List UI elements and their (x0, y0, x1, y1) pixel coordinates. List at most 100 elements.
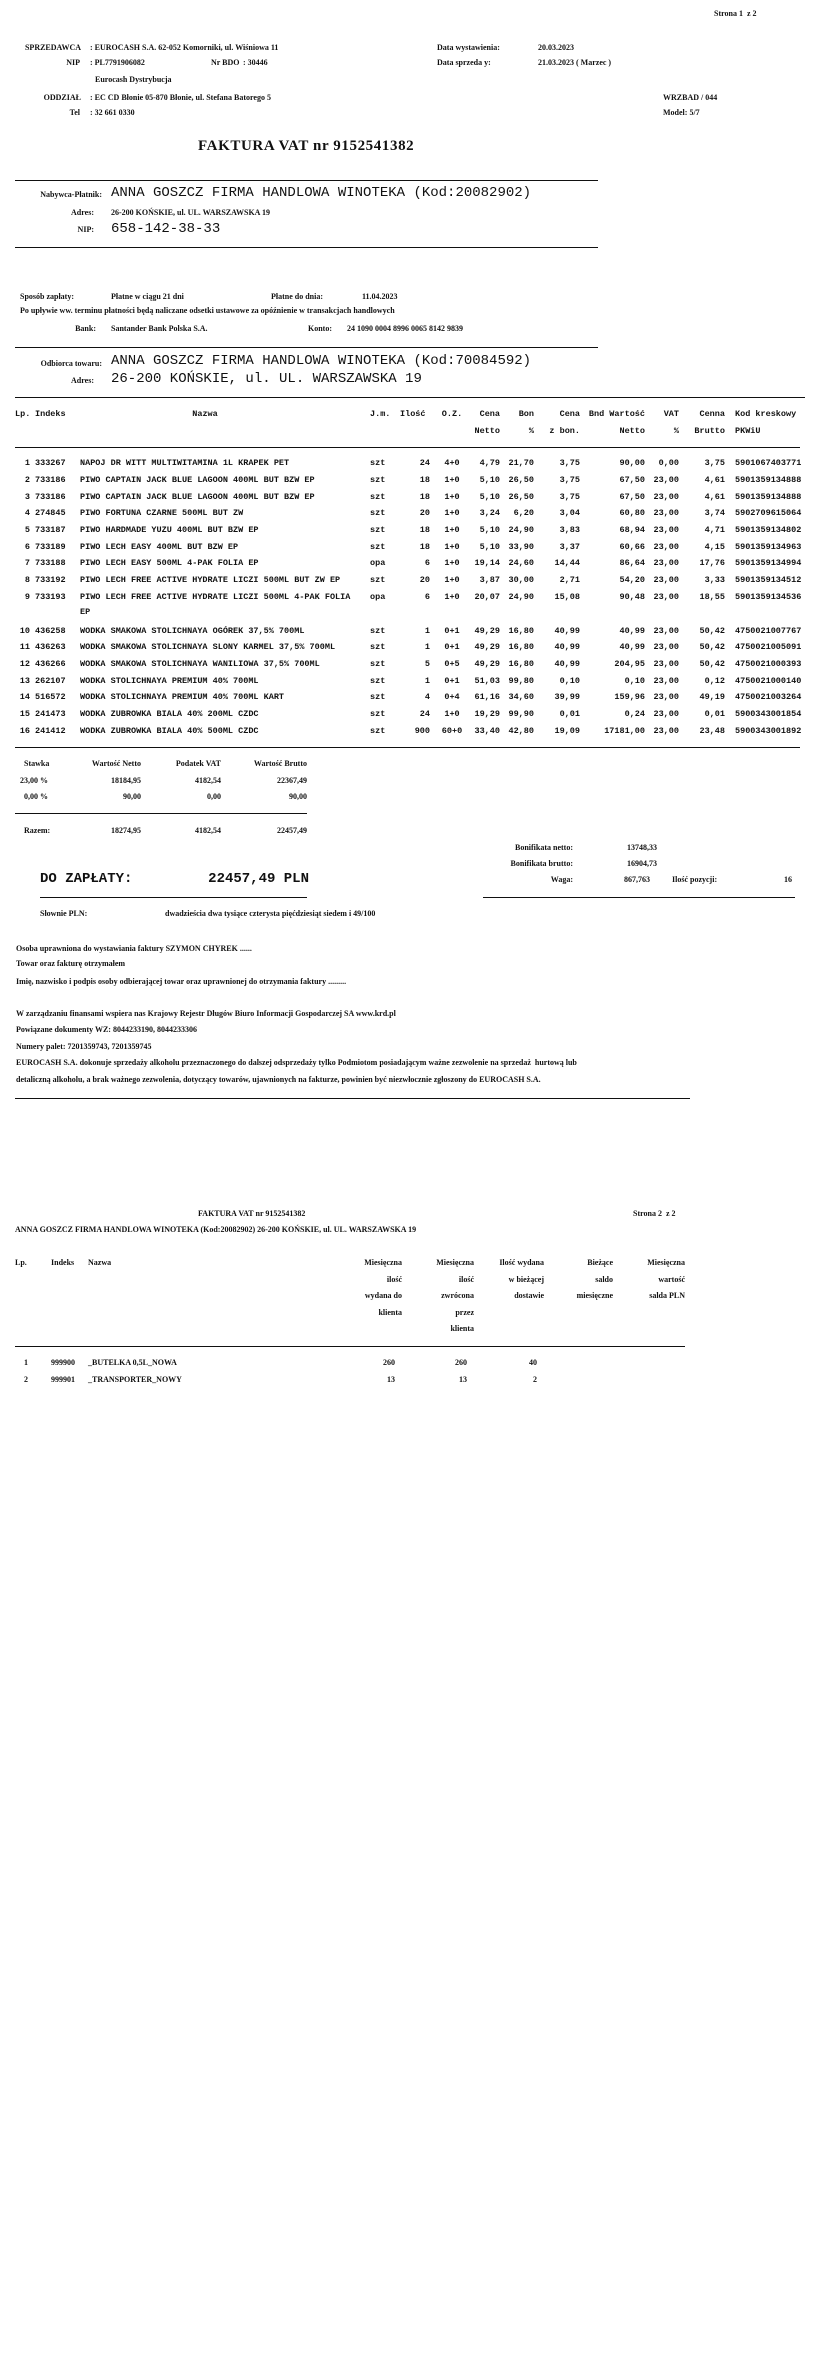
item-cell-cena-brutto: 18,55 (699, 592, 725, 602)
item-cell-indeks: 733188 (35, 558, 66, 568)
item-cell-indeks: 733187 (35, 525, 66, 535)
item-cell-cena-z-bon: 0,10 (559, 676, 580, 686)
vat-summary-cell: 22367,49 (277, 776, 307, 785)
bank-value: Santander Bank Polska S.A. (111, 324, 208, 333)
item-cell-cena-netto: 33,40 (474, 726, 500, 736)
due-date-label: Płatne do dnia: (271, 292, 324, 301)
column-header-cena-netto-sub: Netto (474, 426, 500, 436)
item-cell-cena-brutto: 50,42 (699, 642, 725, 652)
positions-value: 16 (784, 875, 792, 884)
item-cell-cena-z-bon: 3,75 (559, 492, 580, 502)
item-cell-ean: 4750021000140 (735, 676, 802, 686)
item-cell-nazwa: PIWO CAPTAIN JACK BLUE LAGOON 400ML BUT … (80, 475, 315, 485)
column-header-ean: Kod kreskowy (735, 409, 797, 419)
column-header-lp: Lp. (15, 409, 31, 419)
item-cell-jm: szt (370, 709, 386, 719)
pkg-cell-indeks: 999901 (51, 1375, 75, 1384)
item-cell-wartosc-netto: 40,99 (619, 642, 645, 652)
item-cell-oz: 0+5 (444, 659, 460, 669)
item-cell-oz: 0+1 (444, 626, 460, 636)
item-cell-oz: 1+0 (444, 542, 460, 552)
item-cell-jm: szt (370, 575, 386, 585)
item-cell-nazwa: PIWO LECH EASY 500ML 4-PAK FOLIA EP (80, 558, 259, 568)
column-header-wartosc-netto-sub: Netto (619, 426, 645, 436)
item-cell-nazwa: PIWO LECH FREE ACTIVE HYDRATE LICZI 500M… (80, 592, 351, 602)
item-cell-nazwa: PIWO FORTUNA CZARNE 500ML BUT ZW (80, 508, 244, 518)
pkg-header-col5: salda PLN (649, 1291, 685, 1300)
divider (15, 347, 598, 348)
item-cell-indeks: 733192 (35, 575, 66, 585)
item-cell-wartosc-netto: 54,20 (619, 575, 645, 585)
item-cell-indeks: 436266 (35, 659, 66, 669)
item-cell-cena-brutto: 3,33 (704, 575, 725, 585)
item-cell-nazwa: WODKA STOLICHNAYA PREMIUM 40% 700ML (80, 676, 259, 686)
column-header-vat-sub: % (673, 426, 679, 436)
item-cell-cena-z-bon: 2,71 (559, 575, 580, 585)
item-cell-bon: 42,80 (508, 726, 534, 736)
pkg-header-col2: Miesięczna (436, 1258, 474, 1267)
pallet-numbers: Numery palet: 7201359743, 7201359745 (16, 1042, 152, 1051)
vat-summary-cell: 0,00 (207, 792, 221, 801)
alcohol-notice-1: EUROCASH S.A. dokonuje sprzedaży alkohol… (16, 1058, 577, 1067)
column-header-cena-brutto-sub: Brutto (694, 426, 725, 436)
item-cell-ilosc: 18 (419, 475, 430, 485)
item-cell-oz: 1+0 (444, 508, 460, 518)
sale-date-value: 21.03.2023 ( Marzec ) (538, 58, 612, 67)
item-cell-ean: 5901359134536 (735, 592, 802, 602)
pkg-header-col1: klienta (378, 1307, 402, 1317)
seller-nip-label: NIP (66, 58, 80, 67)
pkg-cell-col3: 40 (529, 1358, 537, 1367)
item-cell-jm: szt (370, 692, 386, 702)
item-cell-bon: 6,20 (513, 508, 534, 518)
pkg-cell-col1: 13 (387, 1375, 395, 1384)
item-cell-cena-brutto: 0,01 (704, 709, 725, 719)
divider (40, 897, 307, 898)
divider (15, 247, 598, 248)
item-cell-lp: 4 (24, 508, 30, 518)
account-value: 24 1090 0004 8996 0065 8142 9839 (347, 324, 463, 333)
item-cell-oz: 4+0 (444, 458, 460, 468)
table-header-divider (15, 1346, 685, 1347)
item-cell-jm: szt (370, 659, 386, 669)
pkg-header-col2: klienta (450, 1324, 474, 1333)
item-cell-jm: szt (370, 492, 386, 502)
alcohol-notice-2: detaliczną alkoholu, a brak ważnego zezw… (16, 1075, 541, 1084)
item-cell-bon: 26,50 (508, 475, 534, 485)
pkg-cell-col2: 260 (455, 1358, 467, 1367)
column-header-bon: Bon (518, 409, 534, 419)
branch-value: : EC CD Błonie 05-870 Błonie, ul. Stefan… (90, 93, 271, 102)
item-cell-cena-netto: 3,24 (479, 508, 500, 518)
item-cell-cena-brutto: 4,61 (704, 475, 725, 485)
buyer-address-label: Adres: (71, 208, 94, 217)
buyer-label: Nabywca-Płatnik: (40, 190, 102, 199)
bonus-brutto-label: Bonifikata brutto: (510, 859, 573, 868)
column-header-oz: O.Z. (441, 409, 463, 419)
item-cell-oz: 60+0 (441, 726, 463, 736)
related-documents: Powiązane dokumenty WZ: 8044233190, 8044… (16, 1025, 197, 1034)
item-cell-ilosc: 24 (419, 709, 430, 719)
pkg-header-col4: miesięczne (576, 1291, 613, 1300)
item-cell-ilosc: 4 (424, 692, 430, 702)
item-cell-vat: 23,00 (653, 676, 679, 686)
seller-nip-value: : PL7791906082 (90, 58, 145, 67)
item-cell-cena-brutto: 50,42 (699, 659, 725, 669)
divider (15, 180, 598, 181)
bdo-value: : 30446 (243, 58, 268, 67)
pkg-header-col3: Ilość wydana (499, 1258, 544, 1267)
to-pay-label: DO ZAPŁATY: (40, 871, 133, 887)
item-cell-indeks: 274845 (35, 508, 66, 518)
item-cell-ilosc: 18 (419, 542, 430, 552)
item-cell-jm: szt (370, 475, 386, 485)
item-cell-jm: szt (370, 542, 386, 552)
buyer-nip-label: NIP: (77, 225, 94, 234)
item-cell-lp: 5 (24, 525, 30, 535)
item-cell-nazwa: PIWO LECH FREE ACTIVE HYDRATE LICZI 500M… (80, 575, 341, 585)
item-cell-jm: szt (370, 525, 386, 535)
item-cell-cena-netto: 5,10 (479, 525, 500, 535)
pkg-header-col5: Miesięczna (647, 1258, 685, 1267)
item-cell-indeks: 333267 (35, 458, 66, 468)
item-cell-oz: 1+0 (444, 575, 460, 585)
pkg-cell-col1: 260 (383, 1358, 395, 1367)
item-cell-cena-netto: 49,29 (474, 642, 500, 652)
vat-summary-cell: 90,00 (289, 792, 307, 801)
